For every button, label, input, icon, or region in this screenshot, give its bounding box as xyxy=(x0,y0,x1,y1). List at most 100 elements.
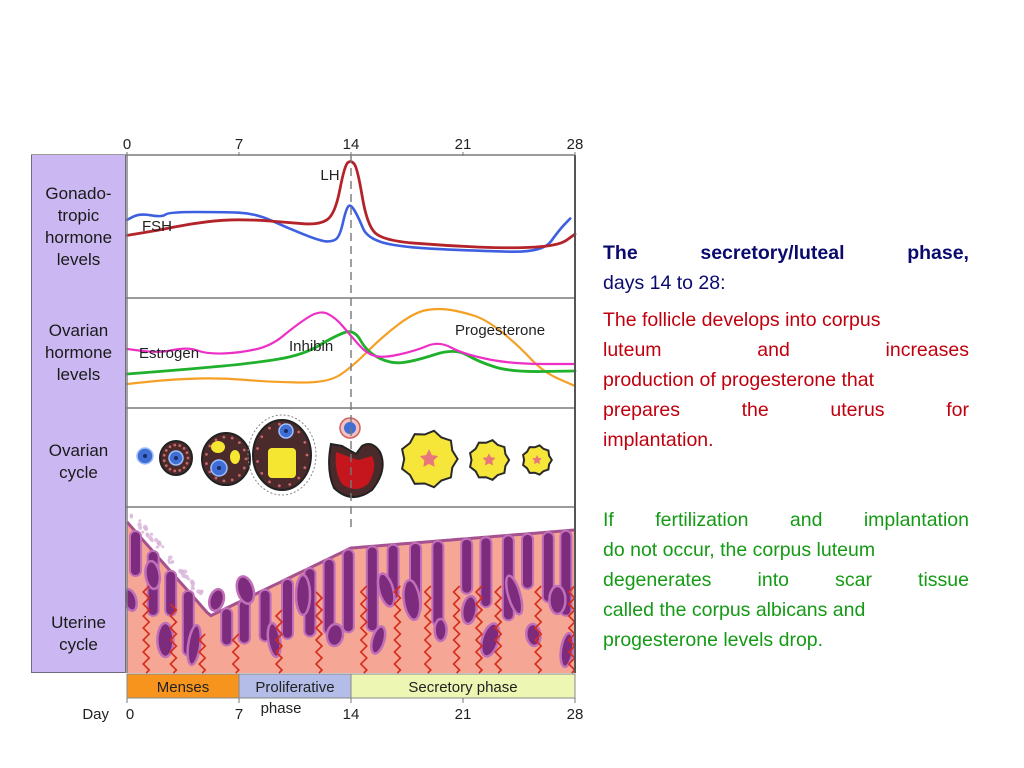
label-line: Gonado- xyxy=(45,183,111,205)
paragraph-word: do not occur, the corpus luteum xyxy=(603,539,875,561)
heading-word: secretory/luteal xyxy=(700,238,844,268)
shedding-cell xyxy=(144,527,148,531)
top-axis-tick: 14 xyxy=(343,136,360,153)
granulosa-cell xyxy=(268,427,271,430)
granulosa-cell xyxy=(223,436,226,439)
granulosa-cell xyxy=(208,445,211,448)
progesterone-label: Progesterone xyxy=(455,322,545,339)
follicle-fluid xyxy=(230,450,240,464)
uterine-gland xyxy=(221,608,232,645)
paragraph-word: production of progesterone that xyxy=(603,369,874,391)
granulosa-cell xyxy=(256,447,259,450)
paragraph-word: implantation xyxy=(864,505,969,535)
paragraph-line: implantation. xyxy=(603,425,969,455)
granulosa-cell xyxy=(303,441,306,444)
panel-label-gonadotropic: Gonado- tropic hormone levels xyxy=(31,155,126,298)
ovulated-oocyte xyxy=(344,422,356,434)
phase-label: Proliferative xyxy=(255,679,334,696)
paragraph-word: increases xyxy=(886,335,969,365)
bottom-axis-tick: 14 xyxy=(343,706,360,723)
shedding-cell xyxy=(137,522,142,527)
follicle-antrum xyxy=(268,448,296,478)
estrogen-label: Estrogen xyxy=(139,345,199,362)
uterine-gland xyxy=(130,531,141,576)
oocyte-nucleus xyxy=(143,454,147,458)
heading-word: phase, xyxy=(907,238,969,268)
shedding-cell xyxy=(181,569,184,572)
bottom-axis-tick: 21 xyxy=(455,706,472,723)
paragraph-word: called the corpus albicans and xyxy=(603,599,865,621)
shedding-cell xyxy=(148,536,153,541)
paragraph-line: degenerates into scar tissue xyxy=(603,565,969,595)
granulosa-cell xyxy=(303,466,306,469)
granulosa-cell xyxy=(173,444,176,447)
granulosa-cell xyxy=(215,477,218,480)
paragraph-line: If fertilization and implantation xyxy=(603,505,969,535)
granulosa-cell xyxy=(231,479,234,482)
uterine-gland xyxy=(480,537,491,607)
granulosa-cell xyxy=(205,453,208,456)
uterine-gland xyxy=(367,546,378,631)
paragraph-line: prepares the uterus for xyxy=(603,395,969,425)
shedding-cell xyxy=(161,545,164,548)
paragraph-word: into xyxy=(758,565,789,595)
shedding-cell xyxy=(145,532,149,536)
top-axis-tick: 7 xyxy=(235,136,243,153)
granulosa-cell xyxy=(205,462,208,465)
top-axis-tick: 0 xyxy=(123,136,131,153)
granulosa-cell xyxy=(169,445,172,448)
granulosa-cell xyxy=(163,459,166,462)
granulosa-cell xyxy=(278,423,281,426)
granulosa-cell xyxy=(186,462,189,465)
granulosa-cell xyxy=(256,460,259,463)
paragraph-word: for xyxy=(946,395,969,425)
oocyte-nucleus xyxy=(284,429,288,433)
granulosa-cell xyxy=(231,437,234,440)
gland-cross-section xyxy=(435,619,447,641)
granulosa-cell xyxy=(245,458,248,461)
shedding-cell xyxy=(138,519,141,522)
granulosa-cell xyxy=(238,441,241,444)
phase-label-line2: phase xyxy=(261,700,302,717)
granulosa-cell xyxy=(260,435,263,438)
panel-label-ovarian-cycle: Ovarian cycle xyxy=(31,408,126,507)
shedding-cell xyxy=(196,589,201,594)
bottom-axis-tick: 7 xyxy=(235,706,243,723)
uterine-gland xyxy=(343,550,354,633)
phase-label: Secretory phase xyxy=(408,679,517,696)
granulosa-cell xyxy=(178,469,181,472)
paragraph-word: scar xyxy=(835,565,872,595)
granulosa-cell xyxy=(215,439,218,442)
shedding-cell xyxy=(156,546,159,549)
heading-line: The secretory/luteal phase, xyxy=(603,238,969,268)
granulosa-cell xyxy=(186,451,189,454)
label-line: cycle xyxy=(59,634,98,656)
granulosa-cell xyxy=(163,454,166,457)
inhibin-label: Inhibin xyxy=(289,338,333,355)
granulosa-cell xyxy=(268,480,271,483)
paragraph-word: luteum xyxy=(603,335,662,365)
label-line: levels xyxy=(57,364,100,386)
panel-label-ovarian-hormone: Ovarian hormone levels xyxy=(31,298,126,408)
granulosa-cell xyxy=(183,447,186,450)
shedding-cell xyxy=(187,578,190,581)
paragraph-line: production of progesterone that xyxy=(603,365,969,395)
granulosa-cell xyxy=(238,474,241,477)
granulosa-cell xyxy=(260,472,263,475)
uterine-gland xyxy=(324,559,335,635)
label-line: hormone xyxy=(45,342,112,364)
granulosa-cell xyxy=(243,467,246,470)
label-line: Ovarian xyxy=(49,440,109,462)
paragraph-line: The follicle develops into corpus xyxy=(603,305,969,335)
shedding-cell xyxy=(171,560,174,563)
granulosa-cell xyxy=(297,477,300,480)
uterine-gland xyxy=(239,600,250,644)
shedding-cell xyxy=(150,533,153,536)
paragraph-word: implantation. xyxy=(603,429,714,451)
bottom-axis-tick: 28 xyxy=(567,706,584,723)
heading-days: days 14 to 28: xyxy=(603,268,969,298)
paragraph-line: luteum and increases xyxy=(603,335,969,365)
explanation-text: The secretory/luteal phase, days 14 to 2… xyxy=(603,238,969,655)
granulosa-cell xyxy=(306,454,309,457)
label-line: cycle xyxy=(59,462,98,484)
